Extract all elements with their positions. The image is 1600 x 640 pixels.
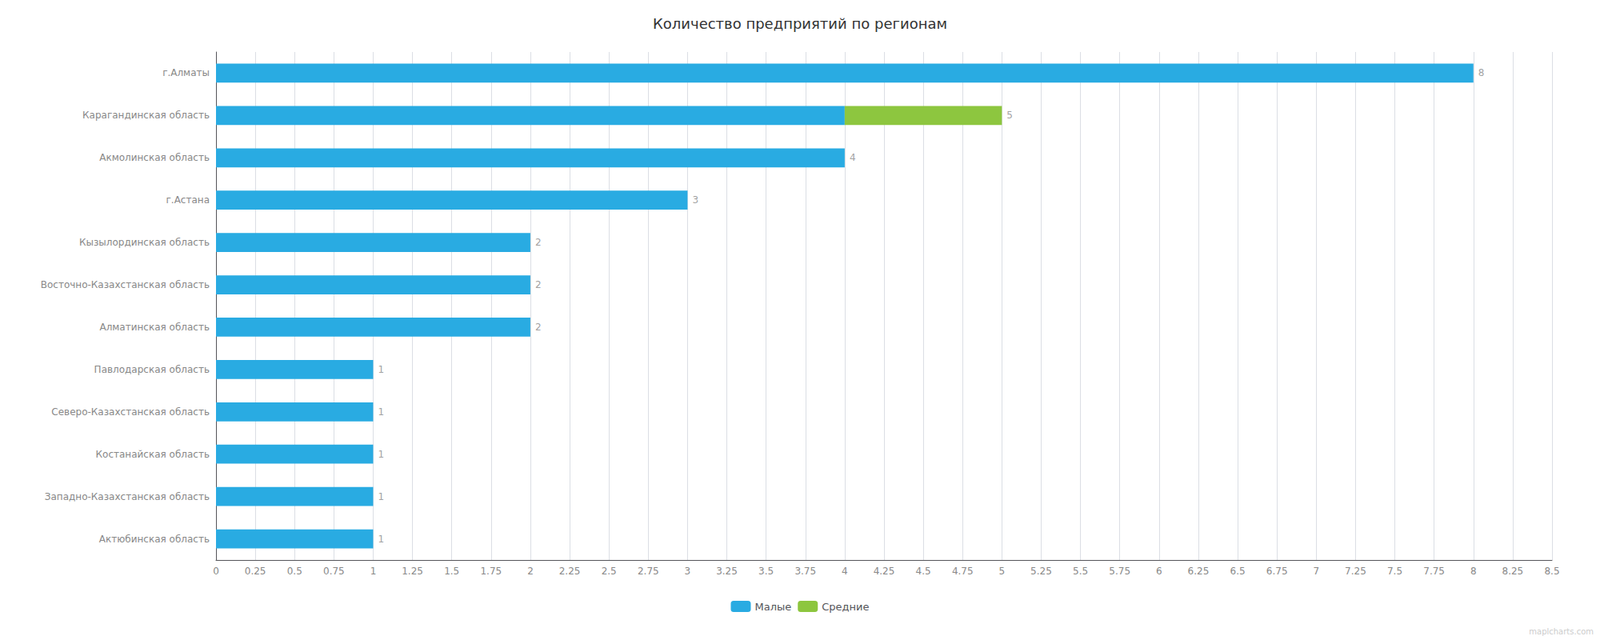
svg-text:6.5: 6.5 bbox=[1230, 565, 1246, 577]
svg-text:8: 8 bbox=[1470, 565, 1477, 577]
svg-text:1: 1 bbox=[370, 565, 377, 577]
svg-text:3.75: 3.75 bbox=[794, 565, 816, 577]
svg-text:7.75: 7.75 bbox=[1423, 565, 1445, 577]
svg-text:Количество предприятий по реги: Количество предприятий по регионам bbox=[652, 15, 948, 32]
svg-text:5: 5 bbox=[1006, 109, 1013, 121]
svg-text:0.5: 0.5 bbox=[287, 565, 303, 577]
svg-text:4.5: 4.5 bbox=[916, 565, 932, 577]
svg-text:2.25: 2.25 bbox=[559, 565, 581, 577]
svg-text:2.75: 2.75 bbox=[637, 565, 660, 577]
svg-text:7.5: 7.5 bbox=[1387, 565, 1403, 577]
svg-text:Западно-Казахстанская область: Западно-Казахстанская область bbox=[44, 491, 210, 503]
svg-text:1.25: 1.25 bbox=[401, 565, 424, 577]
svg-text:7: 7 bbox=[1312, 565, 1320, 577]
svg-text:1: 1 bbox=[377, 491, 384, 503]
svg-text:8: 8 bbox=[1478, 67, 1485, 79]
svg-text:4: 4 bbox=[841, 565, 848, 577]
svg-text:1: 1 bbox=[377, 448, 384, 460]
svg-text:8.5: 8.5 bbox=[1544, 565, 1560, 577]
svg-text:5.25: 5.25 bbox=[1030, 565, 1052, 577]
svg-text:5.75: 5.75 bbox=[1108, 565, 1131, 577]
svg-text:2: 2 bbox=[535, 236, 542, 248]
svg-text:4: 4 bbox=[849, 152, 856, 164]
svg-text:maplcharts.com: maplcharts.com bbox=[1528, 627, 1594, 636]
svg-text:1: 1 bbox=[377, 406, 384, 418]
svg-text:г.Астана: г.Астана bbox=[166, 194, 210, 206]
svg-text:2: 2 bbox=[527, 565, 534, 577]
svg-text:6.75: 6.75 bbox=[1266, 565, 1288, 577]
svg-text:3: 3 bbox=[692, 194, 699, 206]
svg-text:Актюбинская область: Актюбинская область bbox=[99, 533, 210, 545]
svg-text:0.25: 0.25 bbox=[244, 565, 267, 577]
svg-text:7.25: 7.25 bbox=[1344, 565, 1367, 577]
svg-text:1.75: 1.75 bbox=[480, 565, 502, 577]
svg-text:5.5: 5.5 bbox=[1072, 565, 1088, 577]
svg-text:5: 5 bbox=[999, 565, 1006, 577]
svg-text:3.5: 3.5 bbox=[758, 565, 774, 577]
svg-text:Восточно-Казахстанская область: Восточно-Казахстанская область bbox=[40, 279, 210, 291]
svg-text:Алматинская область: Алматинская область bbox=[99, 321, 210, 333]
svg-text:2: 2 bbox=[535, 279, 542, 291]
svg-text:Малые: Малые bbox=[754, 600, 792, 613]
svg-text:0.75: 0.75 bbox=[323, 565, 345, 577]
svg-text:г.Алматы: г.Алматы bbox=[162, 67, 210, 79]
svg-text:Северо-Казахстанская область: Северо-Казахстанская область bbox=[51, 406, 210, 418]
svg-text:3: 3 bbox=[684, 565, 692, 577]
svg-text:0: 0 bbox=[212, 565, 220, 577]
svg-text:6.25: 6.25 bbox=[1188, 565, 1210, 577]
svg-text:Карагандинская область: Карагандинская область bbox=[82, 109, 210, 121]
svg-text:3.25: 3.25 bbox=[716, 565, 738, 577]
svg-text:1: 1 bbox=[377, 533, 384, 545]
svg-text:Павлодарская область: Павлодарская область bbox=[94, 364, 210, 376]
svg-text:Средние: Средние bbox=[821, 600, 869, 613]
svg-text:Акмолинская область: Акмолинская область bbox=[99, 152, 210, 164]
svg-text:4.75: 4.75 bbox=[952, 565, 974, 577]
svg-text:Кызылординская область: Кызылординская область bbox=[79, 236, 210, 248]
svg-text:Костанайская область: Костанайская область bbox=[96, 448, 210, 460]
svg-text:1.5: 1.5 bbox=[444, 565, 460, 577]
svg-text:2.5: 2.5 bbox=[601, 565, 617, 577]
svg-text:1: 1 bbox=[377, 364, 384, 376]
svg-text:2: 2 bbox=[535, 321, 542, 333]
svg-text:4.25: 4.25 bbox=[873, 565, 896, 577]
svg-text:6: 6 bbox=[1156, 565, 1163, 577]
svg-text:8.25: 8.25 bbox=[1502, 565, 1524, 577]
